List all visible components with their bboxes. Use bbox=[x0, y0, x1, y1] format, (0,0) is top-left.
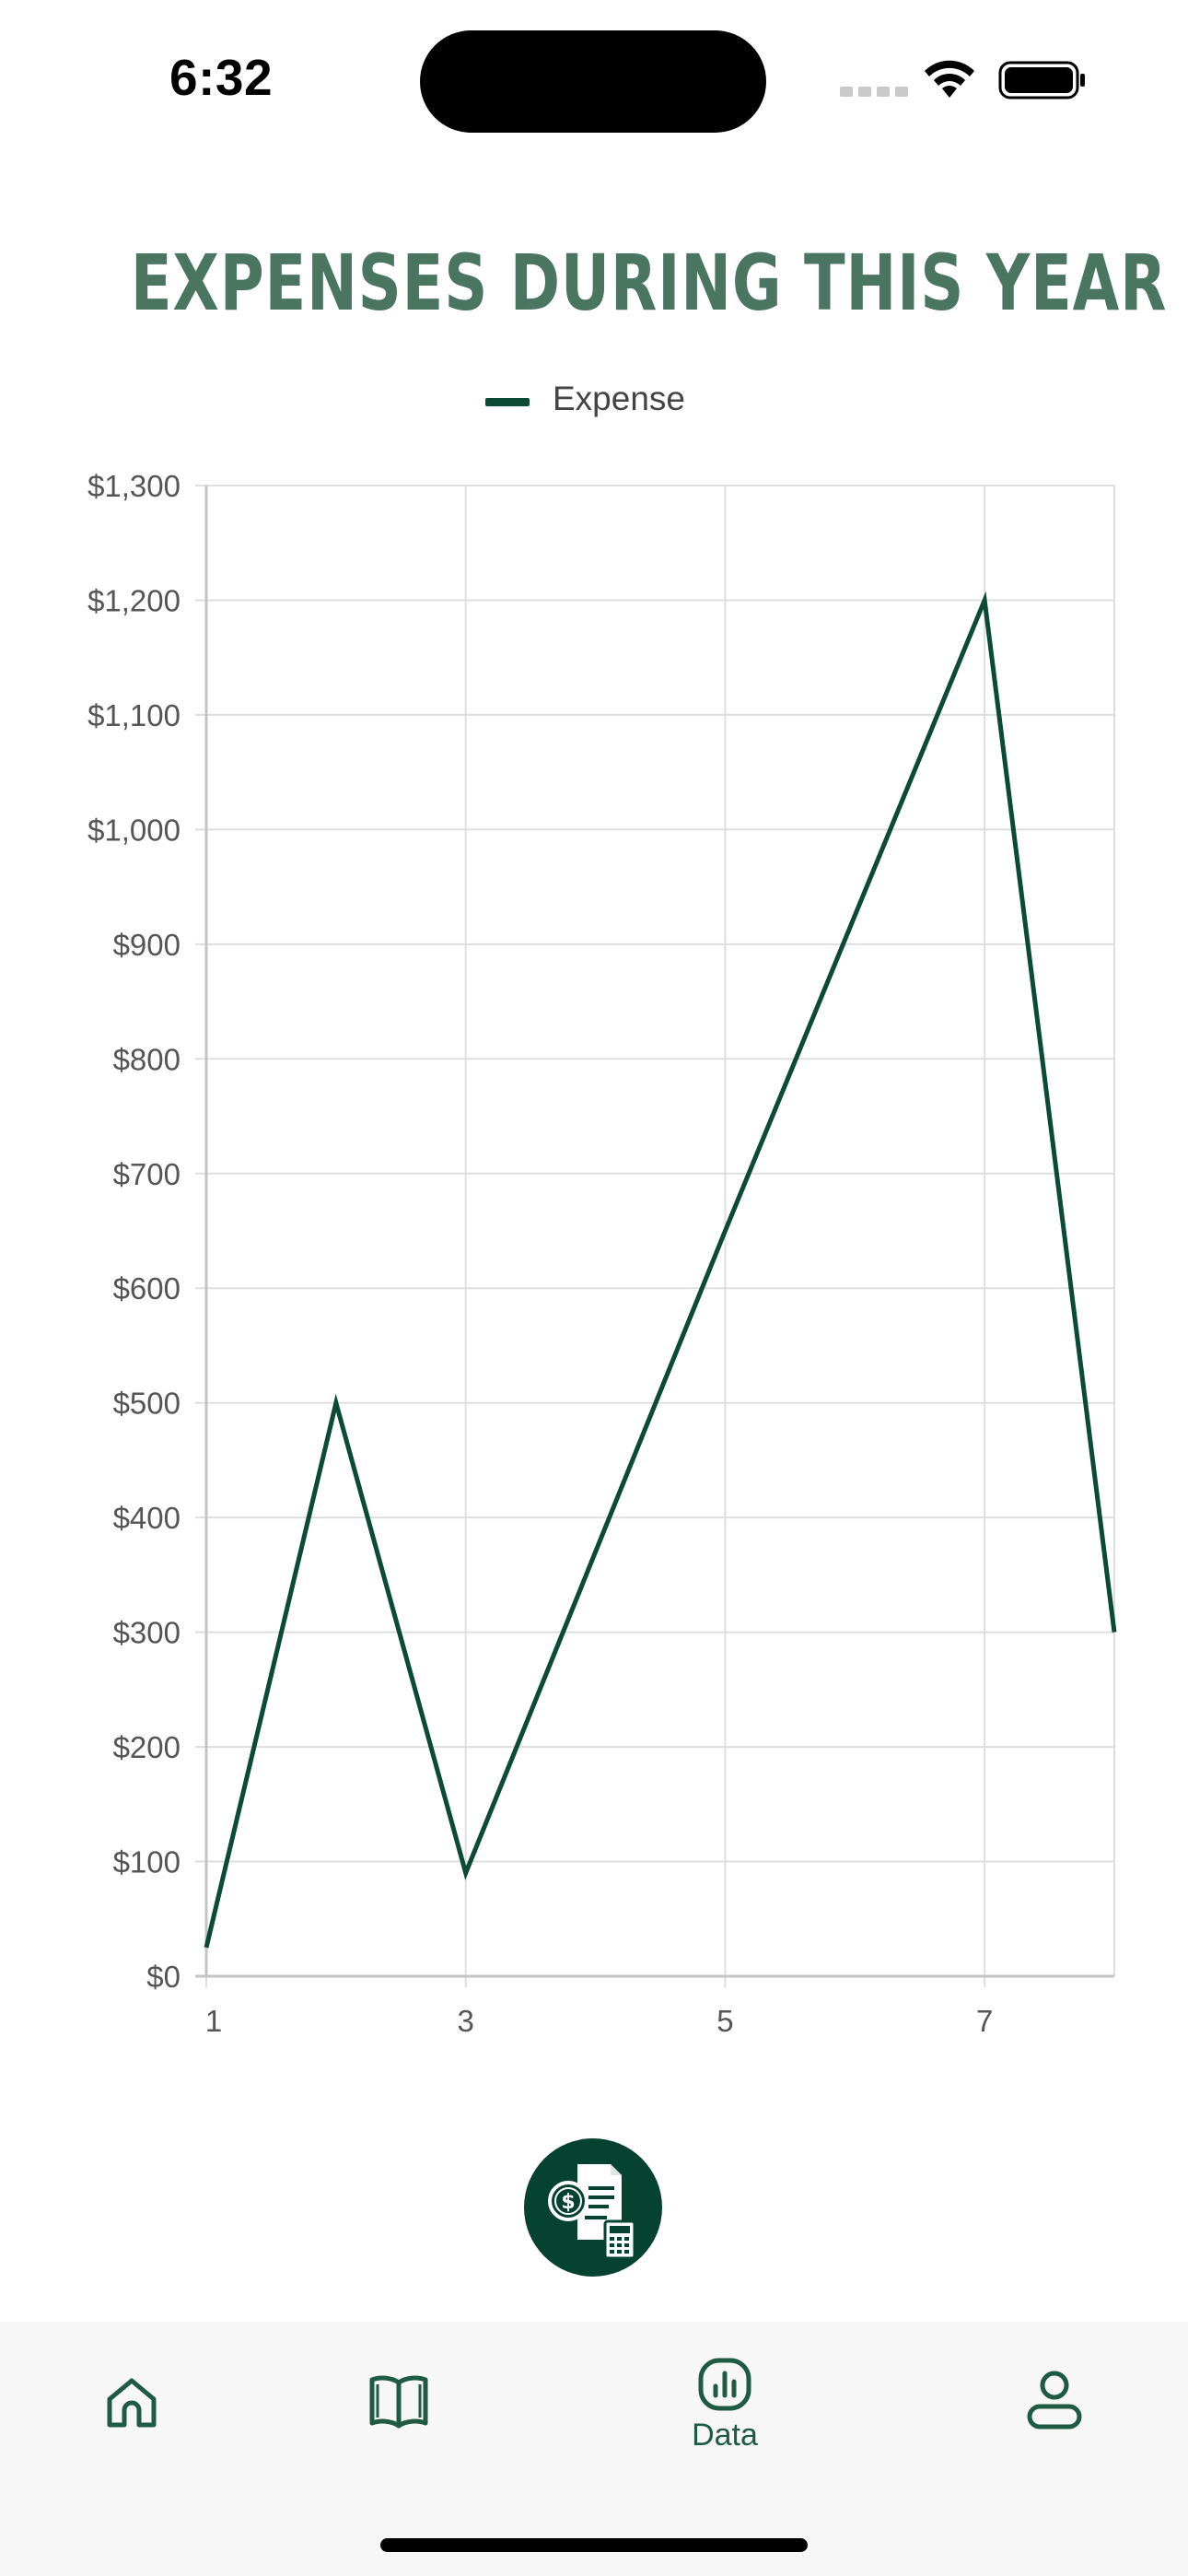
tab-data[interactable]: Data bbox=[633, 2322, 817, 2506]
y-tick-label: $700 bbox=[113, 1157, 181, 1191]
y-tick-label: $100 bbox=[113, 1845, 181, 1879]
x-tick-label: 5 bbox=[716, 2004, 733, 2038]
tab-data-label: Data bbox=[633, 2418, 817, 2453]
y-tick-label: $0 bbox=[146, 1960, 181, 1994]
series-line-expense bbox=[206, 600, 1114, 1947]
y-tick-label: $1,200 bbox=[87, 583, 181, 617]
tab-library[interactable] bbox=[304, 2322, 488, 2506]
y-tick-label: $800 bbox=[113, 1042, 181, 1076]
invoice-calculator-icon: $ bbox=[524, 2138, 662, 2277]
y-tick-label: $1,300 bbox=[87, 469, 181, 503]
y-tick-label: $400 bbox=[113, 1501, 181, 1535]
home-icon bbox=[102, 2373, 161, 2432]
x-tick-label: 7 bbox=[976, 2004, 993, 2038]
y-tick-label: $200 bbox=[113, 1730, 181, 1764]
x-tick-label: 1 bbox=[205, 2004, 222, 2038]
y-tick-label: $600 bbox=[113, 1271, 181, 1306]
y-tick-label: $1,100 bbox=[87, 698, 181, 732]
y-tick-label: $1,000 bbox=[87, 813, 181, 847]
svg-text:$: $ bbox=[561, 2191, 575, 2214]
tab-profile[interactable] bbox=[961, 2322, 1146, 2506]
x-tick-label: 3 bbox=[458, 2004, 474, 2038]
y-tick-label: $300 bbox=[113, 1616, 181, 1650]
line-chart: $0 $100 $200 $300 $400 $500 $600 $700 $800 $900 $1… bbox=[0, 0, 1188, 2073]
data-chart-icon bbox=[697, 2357, 752, 2412]
y-tick-label: $900 bbox=[113, 928, 181, 962]
profile-icon bbox=[1026, 2370, 1083, 2430]
add-expense-button[interactable]: $ bbox=[524, 2138, 662, 2277]
home-indicator bbox=[380, 2538, 808, 2552]
book-icon bbox=[367, 2370, 431, 2434]
tab-home[interactable] bbox=[40, 2322, 224, 2506]
y-tick-label: $500 bbox=[113, 1387, 181, 1421]
